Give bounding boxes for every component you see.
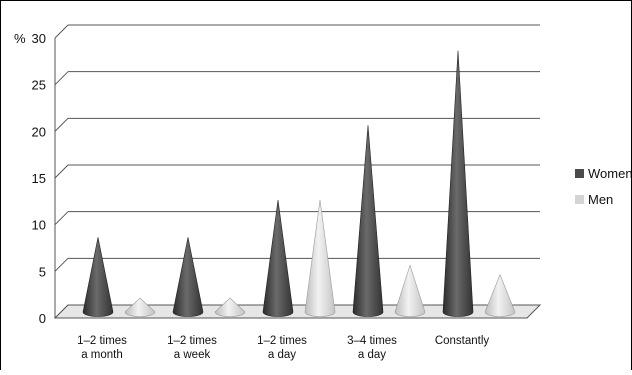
y-tick-label: 30	[32, 31, 46, 46]
cone-women-1	[82, 237, 114, 317]
cone-men-3	[304, 199, 336, 317]
cone-body	[172, 237, 204, 317]
cone-women-5	[442, 50, 474, 317]
gridline-depth	[54, 164, 69, 179]
y-tick-label: 5	[39, 264, 46, 279]
y-tick-label: 20	[32, 124, 46, 139]
cone-women-4	[352, 125, 384, 317]
gridline-depth	[54, 71, 69, 86]
cone-body	[124, 297, 156, 317]
x-tick-label-4: 3–4 times a day	[347, 335, 397, 361]
cone-body	[262, 199, 294, 317]
cone-men-4	[394, 264, 426, 317]
legend-swatch-men	[575, 195, 584, 204]
cone-women-2	[172, 237, 204, 317]
y-axis-unit-label: %	[14, 31, 26, 46]
cone-men-1	[124, 297, 156, 317]
cone-body	[484, 273, 516, 317]
legend-label-men: Men	[588, 192, 613, 207]
cone-men-5	[484, 273, 516, 317]
x-tick-label-5: Constantly	[435, 335, 490, 347]
y-tick-label: 10	[32, 218, 46, 233]
y-tick-label: 0	[39, 311, 46, 326]
y-tick-label: 25	[32, 78, 46, 93]
cone-body	[304, 199, 336, 317]
cone-body	[214, 297, 246, 317]
cone-body	[394, 264, 426, 317]
x-tick-label-2: 1–2 times a week	[167, 335, 217, 361]
cone-women-3	[262, 199, 294, 317]
x-tick-label-3: 1–2 times a day	[257, 335, 307, 361]
gridline-depth	[54, 257, 69, 272]
cone-body	[442, 50, 474, 317]
cone-men-2	[214, 297, 246, 317]
gridline-depth	[54, 117, 69, 132]
y-tick-label: 15	[32, 171, 46, 186]
legend-swatch-women	[575, 169, 584, 178]
cone-body	[82, 237, 114, 317]
legend-label-women: Women	[588, 166, 632, 181]
cone-body	[352, 125, 384, 317]
gridline-depth	[54, 211, 69, 226]
x-tick-label-1: 1–2 times a month	[77, 335, 127, 361]
gridline-depth	[54, 24, 69, 39]
